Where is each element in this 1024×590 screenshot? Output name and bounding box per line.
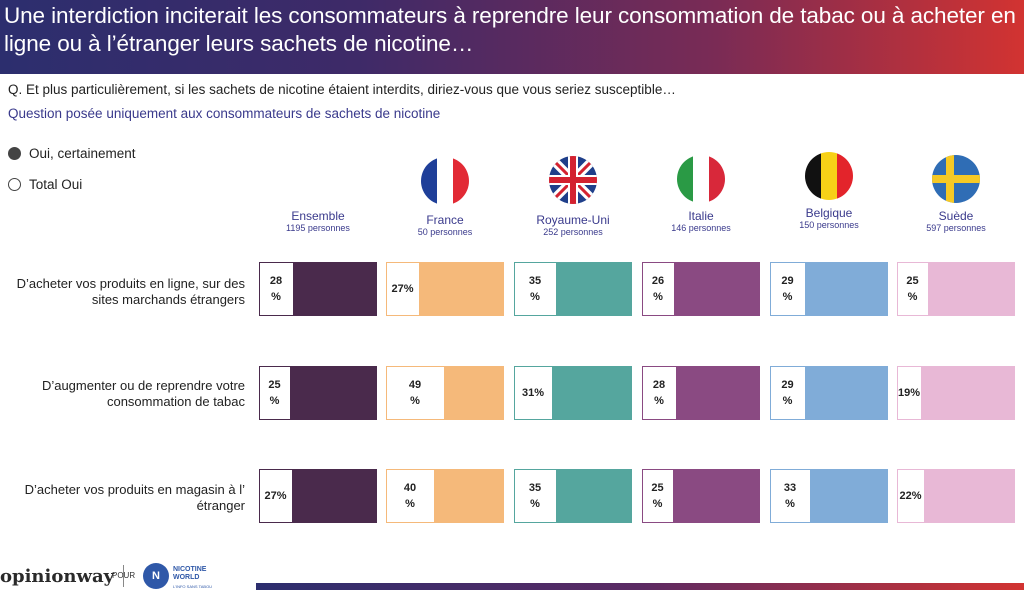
bar-cell: 27% xyxy=(386,262,504,316)
column-header: Royaume-Uni 252 personnes xyxy=(509,213,637,237)
bar-fill xyxy=(928,263,1014,315)
bar-fill xyxy=(290,367,376,419)
title-banner: Une interdiction inciterait les consomma… xyxy=(0,0,1024,74)
bar-cell: 26% xyxy=(642,262,760,316)
legend-label-hollow: Total Oui xyxy=(29,177,83,192)
column-header: Ensemble 1195 personnes xyxy=(254,209,382,233)
bar-fill xyxy=(419,263,503,315)
column-name: Ensemble xyxy=(291,209,345,223)
bar-fill xyxy=(674,263,759,315)
column-sample-size: 1195 personnes xyxy=(286,223,350,233)
column-sample-size: 252 personnes xyxy=(543,227,603,237)
bar-fill xyxy=(292,470,376,522)
bar-cell: 35% xyxy=(514,262,632,316)
value-label: 27% xyxy=(391,283,414,295)
bar-fill xyxy=(552,367,631,419)
bar-cell: 28% xyxy=(642,366,760,420)
value-label: 27% xyxy=(264,490,287,502)
nw-line2: WORLD xyxy=(173,574,200,581)
bar-fill xyxy=(444,367,503,419)
flag-sweden-icon xyxy=(932,155,980,203)
value-label: 25% xyxy=(651,482,664,510)
flag-belgium-icon xyxy=(805,152,853,200)
column-sample-size: 146 personnes xyxy=(671,223,731,233)
column-name: France xyxy=(426,213,464,227)
hollow-circle-icon xyxy=(8,178,21,191)
question-text: Q. Et plus particulièrement, si les sach… xyxy=(8,82,676,97)
bar-cell: 31% xyxy=(514,366,632,420)
value-label: 49% xyxy=(408,379,422,407)
row-label: D’acheter vos produits en magasin à l’ é… xyxy=(24,482,245,513)
bar-cell: 29% xyxy=(770,262,888,316)
bar-fill xyxy=(556,263,631,315)
nw-line1: NICOTINE xyxy=(173,566,207,573)
value-label: 28% xyxy=(269,275,283,303)
flag-france-icon xyxy=(421,157,469,205)
value-label: 33% xyxy=(783,482,797,510)
bar-fill xyxy=(676,367,759,419)
bar-cell: 25% xyxy=(897,262,1015,316)
bar-cell: 22% xyxy=(897,469,1015,523)
value-label: 31% xyxy=(521,387,545,399)
column-name: Suède xyxy=(938,209,974,223)
bar-fill xyxy=(293,263,376,315)
bar-cell: 29% xyxy=(770,366,888,420)
opinionway-logo: opinionway xyxy=(0,566,115,587)
legend-label-filled: Oui, certainement xyxy=(29,146,136,161)
value-label: 25% xyxy=(268,379,281,407)
bar-fill xyxy=(673,470,759,522)
bar-cell: 27% xyxy=(259,469,377,523)
bar-fill xyxy=(924,470,1014,522)
page-title: Une interdiction inciterait les consomma… xyxy=(4,3,1016,56)
value-label: 35% xyxy=(528,275,542,303)
bar-cell: 19% xyxy=(897,366,1015,420)
nicotine-world-wordmark: NICOTINE WORLD xyxy=(173,566,206,582)
nicotine-world-logo-icon: N xyxy=(143,563,169,589)
subquestion-text: Question posée uniquement aux consommate… xyxy=(8,106,441,121)
column-header: Belgique 150 personnes xyxy=(765,206,893,230)
bar-cell: 49% xyxy=(386,366,504,420)
value-label: 35% xyxy=(528,482,542,510)
filled-circle-icon xyxy=(8,147,21,160)
row-label: D’acheter vos produits en ligne, sur des… xyxy=(16,276,245,307)
bar-cell: 35% xyxy=(514,469,632,523)
bar-cell: 40% xyxy=(386,469,504,523)
value-label: 40% xyxy=(403,482,417,510)
flag-uk-icon xyxy=(549,156,597,204)
bar-fill xyxy=(434,470,503,522)
bar-fill xyxy=(556,470,631,522)
bar-fill xyxy=(921,367,1014,419)
bar-cell: 25% xyxy=(642,469,760,523)
flag-italy-icon xyxy=(677,155,725,203)
column-name: Royaume-Uni xyxy=(536,213,610,227)
bar-cell: 33% xyxy=(770,469,888,523)
column-sample-size: 50 personnes xyxy=(417,227,473,237)
value-label: 29% xyxy=(781,275,794,303)
value-label: 29% xyxy=(781,379,794,407)
column-header: Suède 597 personnes xyxy=(892,209,1020,233)
value-label: 22% xyxy=(899,490,922,502)
column-header: Italie 146 personnes xyxy=(637,209,765,233)
footer-divider xyxy=(123,565,124,587)
value-label: 26% xyxy=(651,275,665,303)
column-name: Belgique xyxy=(805,206,853,220)
bar-fill xyxy=(805,263,887,315)
bar-cell: 25% xyxy=(259,366,377,420)
legend-item-filled: Oui, certainement xyxy=(8,146,136,161)
value-label: 25% xyxy=(906,275,919,303)
column-sample-size: 597 personnes xyxy=(926,223,986,233)
bottom-gradient-bar xyxy=(256,583,1024,590)
legend-item-hollow: Total Oui xyxy=(8,177,82,192)
bar-cell: 28% xyxy=(259,262,377,316)
bar-fill xyxy=(810,470,887,522)
column-sample-size: 150 personnes xyxy=(799,220,859,230)
bar-fill xyxy=(805,367,887,419)
nicotine-world-tagline: L'INFO SANS TABOU xyxy=(173,584,213,589)
value-label: 19% xyxy=(897,387,921,399)
row-label: D’augmenter ou de reprendre votre consom… xyxy=(41,378,245,409)
value-label: 28% xyxy=(652,379,666,407)
column-header: France 50 personnes xyxy=(381,213,509,237)
column-name: Italie xyxy=(688,209,714,223)
